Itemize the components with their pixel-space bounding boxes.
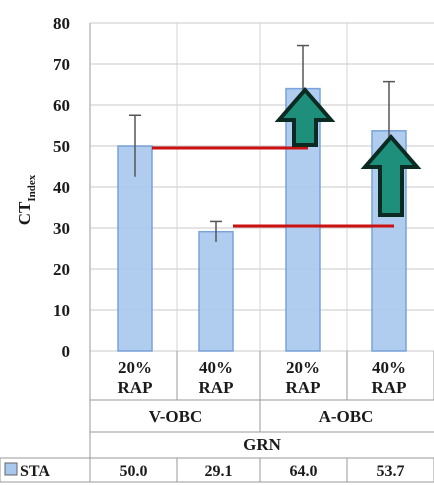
y-axis-ticks: 0 10 20 30 40 50 60 70 80 bbox=[53, 14, 70, 361]
category-label: 20% bbox=[286, 358, 320, 377]
y-tick-label: 30 bbox=[53, 219, 70, 238]
y-axis-label: CTIndex bbox=[15, 174, 38, 225]
y-tick-label: 80 bbox=[53, 14, 70, 33]
group-label: V-OBC bbox=[149, 407, 203, 426]
up-arrow-icon bbox=[360, 133, 422, 217]
group-label: A-OBC bbox=[319, 407, 374, 426]
category-label: RAP bbox=[372, 378, 407, 397]
category-label: 20% bbox=[118, 358, 152, 377]
category-label: RAP bbox=[118, 378, 153, 397]
table-value: 50.0 bbox=[120, 463, 148, 480]
legend-series-name: STA bbox=[20, 463, 50, 480]
category-label: RAP bbox=[286, 378, 321, 397]
error-bars bbox=[129, 44, 395, 242]
y-tick-label: 10 bbox=[53, 301, 70, 320]
bar bbox=[117, 145, 153, 352]
table-value: 29.1 bbox=[205, 463, 233, 480]
arrows bbox=[274, 86, 422, 217]
bar bbox=[198, 230, 234, 352]
y-tick-label: 40 bbox=[53, 178, 70, 197]
outer-group-label: GRN bbox=[243, 435, 282, 454]
y-tick-label: 20 bbox=[53, 260, 70, 279]
category-label: RAP bbox=[199, 378, 234, 397]
y-tick-label: 50 bbox=[53, 137, 70, 156]
table-value: 64.0 bbox=[290, 463, 318, 480]
up-arrow-icon bbox=[274, 86, 336, 147]
bars bbox=[117, 87, 407, 352]
y-tick-label: 60 bbox=[53, 96, 70, 115]
category-label: 40% bbox=[372, 358, 406, 377]
reference-lines bbox=[152, 146, 394, 228]
y-tick-label: 70 bbox=[53, 55, 70, 74]
table-value: 53.7 bbox=[377, 463, 405, 480]
legend-key bbox=[4, 462, 18, 476]
category-label: 40% bbox=[199, 358, 233, 377]
y-tick-label: 0 bbox=[62, 342, 71, 361]
